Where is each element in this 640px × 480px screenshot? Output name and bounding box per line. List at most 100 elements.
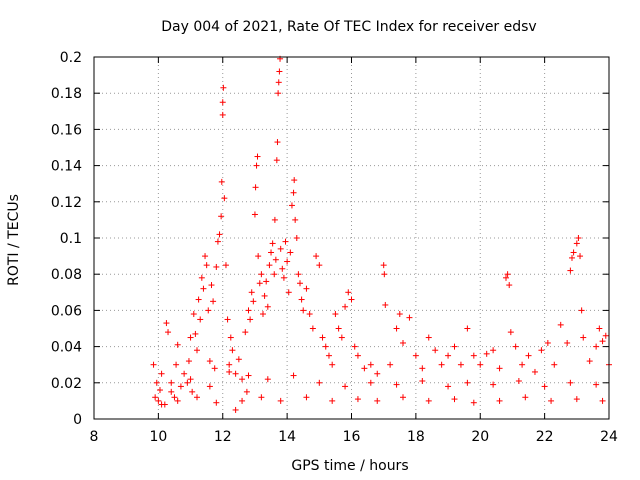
- data-point: [551, 361, 558, 368]
- data-point: [293, 235, 300, 241]
- data-point: [507, 329, 514, 336]
- data-point: [194, 347, 200, 354]
- data-point: [266, 262, 273, 269]
- data-point: [219, 99, 226, 106]
- data-point: [381, 271, 388, 278]
- data-point: [264, 376, 271, 383]
- data-point: [156, 387, 163, 394]
- data-point: [220, 84, 227, 91]
- data-point: [512, 343, 519, 350]
- data-point: [303, 394, 310, 401]
- data-point: [503, 274, 509, 281]
- data-point: [380, 262, 387, 269]
- data-point: [470, 352, 477, 359]
- x-tick-label: 18: [407, 429, 425, 445]
- data-point: [245, 372, 252, 379]
- data-point: [538, 347, 545, 354]
- data-point: [268, 249, 275, 256]
- data-point: [254, 153, 261, 160]
- data-point: [306, 311, 313, 318]
- data-point: [351, 343, 358, 350]
- data-point: [322, 343, 329, 350]
- x-tick-label: 8: [90, 429, 99, 445]
- data-point: [206, 383, 213, 390]
- data-point: [284, 258, 291, 265]
- data-point: [602, 332, 609, 339]
- data-point: [457, 361, 464, 368]
- y-axis-label: ROTI / TECUs: [6, 194, 22, 286]
- data-point: [158, 370, 165, 377]
- data-point: [575, 235, 582, 241]
- data-point: [242, 329, 249, 336]
- data-point: [295, 271, 302, 278]
- data-point: [245, 307, 252, 314]
- data-point: [354, 396, 361, 403]
- data-point: [292, 216, 299, 223]
- y-tick-label: 0.18: [51, 86, 82, 102]
- data-point: [259, 311, 266, 318]
- data-point: [303, 285, 310, 292]
- data-point: [374, 397, 381, 404]
- data-point: [567, 267, 574, 274]
- data-point: [168, 388, 175, 395]
- y-tick-label: 0.04: [51, 340, 82, 356]
- data-point: [400, 394, 406, 401]
- data-point: [226, 368, 233, 375]
- y-tick-label: 0.02: [51, 376, 82, 392]
- data-point: [248, 289, 255, 296]
- data-point: [218, 178, 225, 185]
- data-point: [464, 325, 471, 332]
- data-point: [250, 298, 257, 305]
- data-point: [567, 379, 574, 386]
- data-point: [338, 334, 345, 341]
- data-point: [451, 396, 458, 403]
- data-point: [276, 68, 283, 75]
- data-point: [194, 394, 200, 401]
- data-point: [393, 381, 400, 388]
- data-point: [165, 329, 172, 336]
- data-point: [412, 352, 419, 359]
- data-point: [181, 370, 188, 377]
- y-tick-labels: 0 0.02 0.04 0.06 0.08 0.1 0.12 0.14 0.16 0.18 0.2: [51, 50, 82, 428]
- data-point: [195, 296, 202, 303]
- x-tick-label: 20: [471, 429, 489, 445]
- data-point: [325, 352, 332, 359]
- data-point: [174, 397, 181, 404]
- data-point: [342, 383, 349, 390]
- x-tick-label: 10: [149, 429, 167, 445]
- data-point: [568, 254, 575, 261]
- x-tick-label: 16: [343, 429, 361, 445]
- data-point: [206, 358, 213, 365]
- data-point: [419, 377, 426, 384]
- data-point: [387, 361, 394, 368]
- data-point: [280, 274, 287, 281]
- data-point: [332, 311, 339, 318]
- data-point: [570, 249, 577, 256]
- data-point: [239, 376, 246, 383]
- data-point: [153, 379, 160, 386]
- data-point: [271, 216, 278, 223]
- data-point: [451, 343, 458, 350]
- axis-ticks: [93, 56, 610, 420]
- data-point: [599, 397, 606, 404]
- data-point: [573, 240, 580, 247]
- data-point: [192, 330, 199, 337]
- data-point: [483, 350, 490, 357]
- data-point: [200, 285, 207, 292]
- data-point: [189, 388, 196, 395]
- data-point: [216, 231, 223, 238]
- y-tick-label: 0.1: [60, 231, 82, 247]
- data-point: [187, 334, 194, 341]
- data-point: [541, 383, 548, 390]
- data-point: [544, 339, 551, 346]
- data-point: [239, 397, 246, 404]
- data-point: [247, 316, 254, 323]
- data-point: [367, 379, 374, 386]
- data-point: [578, 307, 585, 314]
- data-point: [279, 265, 286, 272]
- data-point: [173, 361, 180, 368]
- data-point: [348, 296, 355, 303]
- x-tick-label: 22: [536, 429, 554, 445]
- data-point: [406, 314, 413, 321]
- data-point: [288, 202, 295, 209]
